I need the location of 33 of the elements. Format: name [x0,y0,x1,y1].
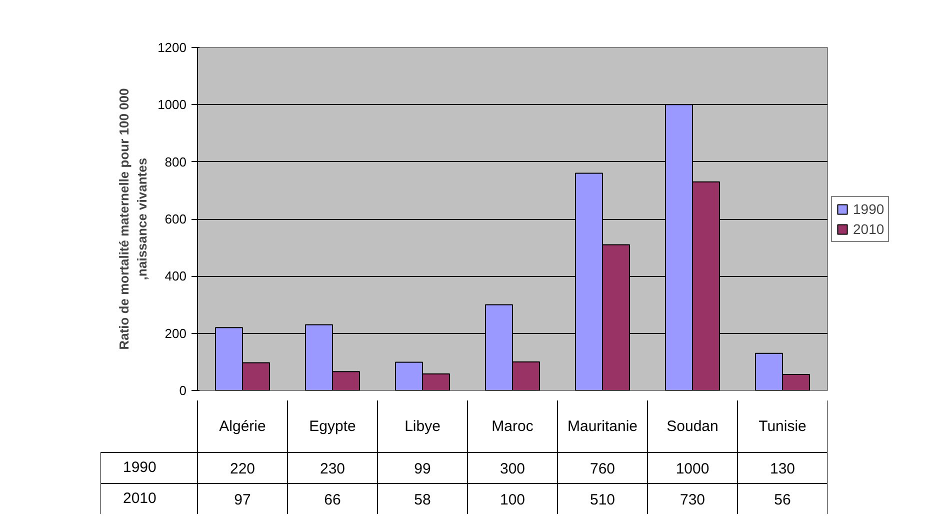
y-tick-label: 200 [164,326,187,341]
y-tick-label: 1000 [158,97,186,112]
text: 1990 [123,459,156,476]
y-tick-label: 400 [164,268,187,284]
x-tick-label: Mauritanie [567,418,638,435]
y-tick-label: 800 [164,154,187,170]
legend-label: 1990 [853,200,884,216]
y-tick-label: 1200 [158,40,186,55]
x-tick-label: Soudan [666,418,718,435]
x-tick-label: Egypte [309,418,356,435]
x-tick-label: Algérie [219,418,266,435]
data-label: 97 [234,492,251,508]
y-tick-label: 0 [179,383,187,398]
data-label: 66 [324,492,341,508]
data-label: 58 [414,492,431,508]
data-label: 99 [414,460,431,478]
data-label: 1000 [676,460,710,478]
data-label: 300 [500,460,526,478]
text: 2010 [123,490,156,507]
data-label: 730 [680,492,706,508]
y-axis-title: Ratio de mortalité maternelle pour 100 000 ,naissance vivantes [116,88,150,350]
data-label: 760 [590,460,616,478]
data-label: 56 [774,492,791,508]
data-label: 100 [500,492,526,508]
data-label: 220 [230,460,256,478]
data-label: 230 [320,460,346,478]
data-label: 130 [770,460,796,478]
y-tick-label: 600 [164,212,187,226]
x-tick-label: Maroc [492,418,534,435]
legend-label: 2010 [853,220,884,236]
x-tick-label: Libye [404,418,440,435]
x-tick-label: Tunisie [758,418,806,435]
data-label: 510 [590,492,616,508]
